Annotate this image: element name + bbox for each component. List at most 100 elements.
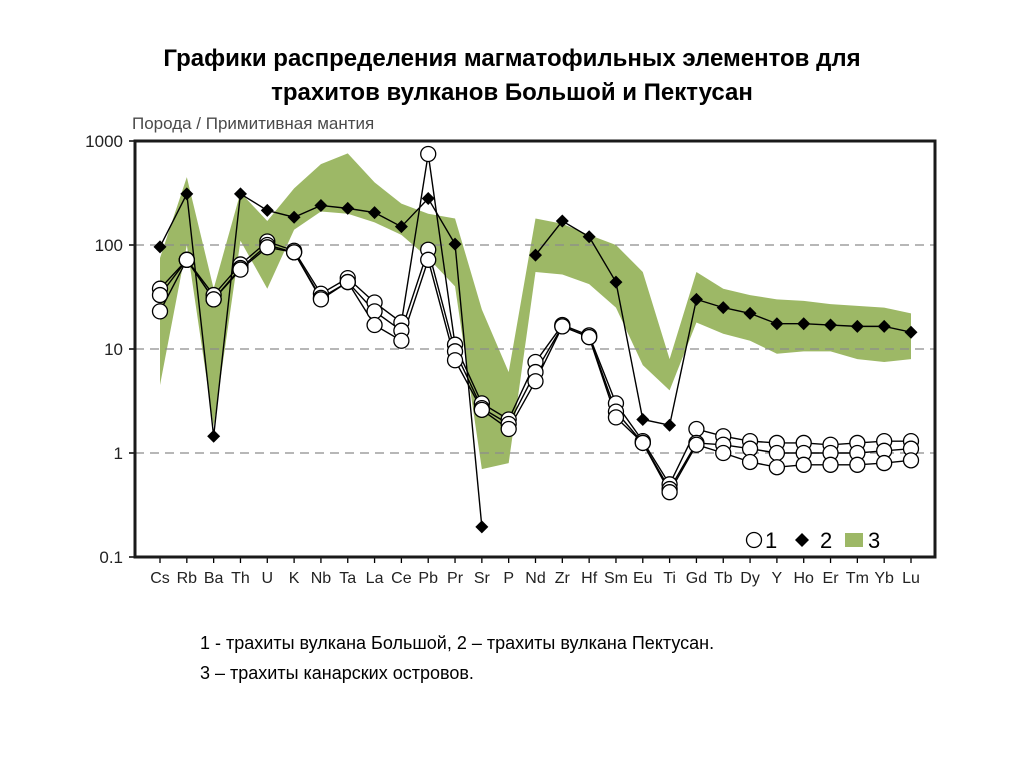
point-s2-Lu (902, 452, 920, 469)
point-s3-Tm (850, 319, 864, 333)
point-s3-Y (770, 317, 784, 331)
chart-title-line2: трахитов вулканов Большой и Пектусан (271, 79, 753, 106)
point-s2-Y (768, 459, 786, 476)
y-tick-label-3: 100 (95, 236, 123, 255)
x-tick-label-Sr: Sr (474, 570, 491, 587)
x-tick-label-Pb: Pb (418, 570, 438, 587)
x-tick-label-Hf: Hf (581, 570, 598, 587)
point-s3-Ba (207, 429, 221, 443)
x-tick-label-Ti: Ti (663, 570, 676, 587)
point-s2-Ti (661, 484, 678, 501)
point-s2-Er (822, 456, 839, 473)
point-s3-Hf (582, 230, 596, 244)
point-s3-Eu (636, 412, 650, 426)
y-tick-label-2: 10 (104, 340, 123, 359)
x-tick-label-Ta: Ta (339, 570, 356, 587)
y-tick-label-4: 1000 (85, 132, 123, 151)
point-s2-Nb (312, 291, 330, 308)
caption-line1: 1 - трахиты вулкана Большой, 2 – трахиты… (200, 633, 715, 653)
plot-frame (133, 139, 937, 559)
point-s3-Sm (609, 275, 623, 289)
x-tick-label-Yb: Yb (874, 570, 894, 587)
point-s2-Th (232, 261, 249, 278)
point-s2-Gd (688, 436, 705, 453)
point-s3-K (287, 210, 301, 224)
y-tick-label-0: 0.1 (99, 548, 123, 567)
x-tick-label-Th: Th (231, 570, 250, 587)
point-s3-Ce (394, 220, 408, 234)
x-tick-label-Pr: Pr (447, 570, 464, 587)
x-tick-label-Zr: Zr (555, 570, 571, 587)
point-s3-Cs (153, 240, 167, 254)
point-s3-Tb (716, 301, 730, 315)
point-s1-La (366, 303, 383, 320)
point-s3-U (260, 203, 274, 217)
x-tick-label-K: K (289, 570, 300, 587)
point-s1-Y (768, 444, 786, 462)
point-s2-Dy (741, 453, 759, 471)
chart-title-line1: Графики распределения магматофильных эле… (163, 45, 861, 72)
point-s2-Sr (473, 401, 491, 418)
point-s2-Nd (527, 373, 544, 390)
chart-title: Графики распределения магматофильных эле… (0, 42, 1024, 110)
caption-line2: 3 – трахиты канарских островов. (200, 663, 474, 683)
point-s3-La (368, 206, 382, 220)
x-tick-label-Er: Er (823, 570, 840, 587)
point-s3-Pb (421, 191, 435, 205)
x-tick-label-Sm: Sm (604, 570, 628, 587)
legend-marker-1 (745, 531, 763, 549)
point-s2-Ta (339, 273, 356, 291)
point-s3-Sr (475, 520, 489, 534)
x-tick-label-Y: Y (772, 570, 783, 587)
legend-marker-3 (845, 533, 863, 547)
x-tick-label-Ho: Ho (793, 570, 814, 587)
x-tick-label-Rb: Rb (177, 570, 198, 587)
band-canary-trachytes (160, 153, 911, 470)
point-s3-Lu (904, 325, 918, 339)
point-s2-U (259, 239, 276, 256)
point-s3-Th (233, 187, 247, 201)
x-tick-label-Ba: Ba (204, 570, 224, 587)
legend-label-2: 2 (820, 528, 832, 553)
point-s2-K (285, 244, 303, 261)
x-tick-label-Dy: Dy (740, 570, 760, 587)
point-s3-Zr (555, 214, 569, 228)
point-s3-Rb (180, 187, 194, 201)
x-tick-label-U: U (262, 570, 274, 587)
x-tick-label-Gd: Gd (686, 570, 707, 587)
point-s2-Rb (178, 251, 195, 268)
point-s2-Ce (393, 332, 410, 349)
x-tick-label-Cs: Cs (150, 570, 170, 587)
legend-label-1: 1 (765, 528, 777, 553)
point-s2-La (366, 316, 383, 334)
point-s3-Er (824, 318, 838, 332)
point-s3-Ho (797, 317, 811, 331)
point-s3-Nd (529, 248, 542, 262)
x-tick-label-Nd: Nd (525, 570, 545, 587)
point-s2-Ho (795, 456, 812, 473)
x-tick-label-Ce: Ce (391, 570, 412, 587)
point-s2-Eu (634, 434, 651, 452)
x-tick-label-Lu: Lu (902, 570, 920, 587)
point-s2-Tm (849, 456, 866, 473)
point-s2-Cs (151, 303, 169, 320)
point-s3-Yb (877, 319, 891, 333)
point-s2-Pr (446, 352, 464, 369)
point-s2-Yb (876, 454, 893, 472)
point-s2-Hf (580, 328, 598, 346)
x-tick-label-Eu: Eu (633, 570, 653, 587)
point-s3-Nb (314, 198, 328, 212)
point-s2-Ba (205, 291, 222, 308)
figure-caption: 1 - трахиты вулкана Большой, 2 – трахиты… (200, 628, 714, 688)
point-s2-Tb (715, 444, 732, 462)
legend-label-3: 3 (868, 528, 880, 553)
point-s3-Gd (689, 292, 703, 306)
point-s3-Ti (663, 418, 677, 432)
point-s3-Dy (743, 306, 757, 320)
x-tick-label-Tm: Tm (846, 570, 869, 587)
point-s2-P (500, 420, 517, 438)
y-tick-label-1: 1 (114, 444, 123, 463)
point-s2-Sm (607, 409, 625, 426)
point-s2-Zr (554, 318, 571, 335)
point-s1-Cs (151, 286, 169, 304)
